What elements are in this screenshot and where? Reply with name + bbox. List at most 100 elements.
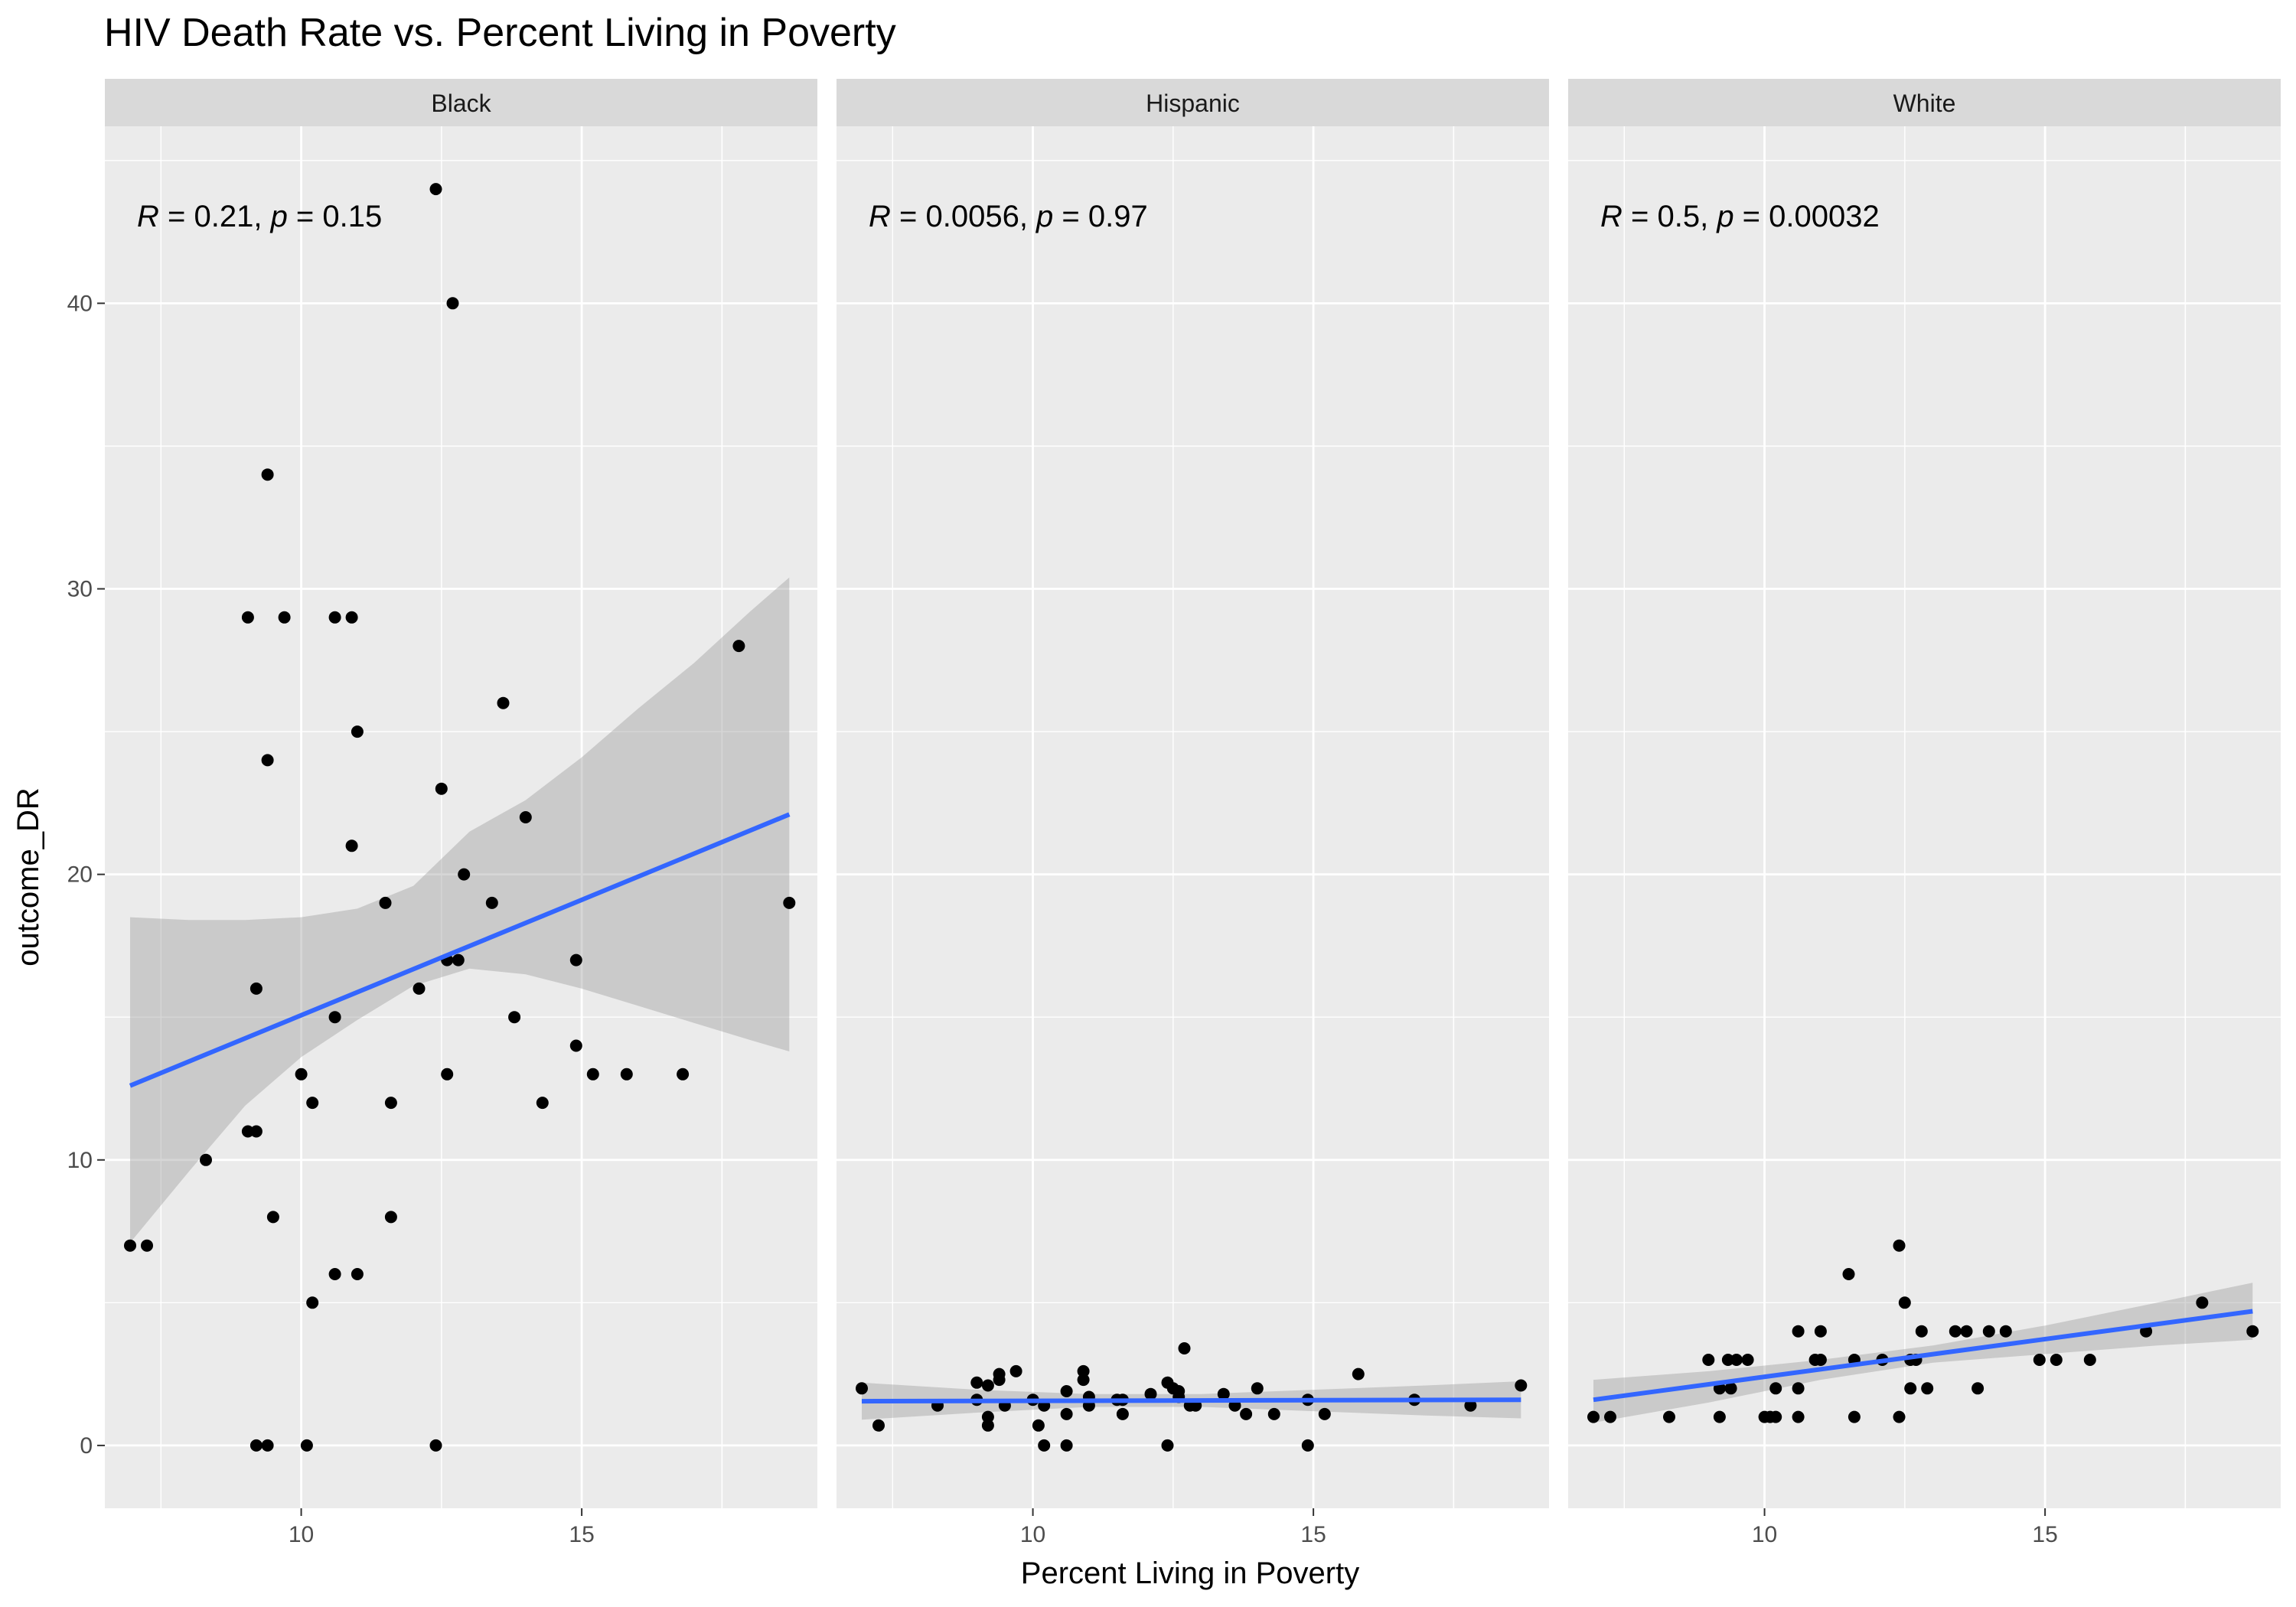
data-point [1116, 1407, 1129, 1420]
data-point [508, 1011, 521, 1024]
data-point [1161, 1439, 1174, 1452]
data-point [981, 1410, 994, 1423]
data-point [441, 1068, 454, 1081]
facet-hispanic: Hispanic R = 0.0056, p = 0.97 10 15 [837, 79, 1549, 1547]
data-point [981, 1379, 994, 1392]
facet-black: Black R = 0.21, p = 0.15 10 15 0 10 20 30 40 [67, 79, 817, 1547]
data-point [413, 982, 426, 995]
data-point [1318, 1407, 1331, 1420]
facet-white: White R = 0.5, p = 0.00032 10 15 [1568, 79, 2281, 1547]
annotation-p-symbol: p [1035, 200, 1053, 233]
data-point [2083, 1354, 2096, 1366]
data-point [1904, 1382, 1917, 1395]
data-point [1792, 1410, 1805, 1423]
data-point [328, 1268, 341, 1280]
data-point [200, 1153, 212, 1166]
data-point [345, 611, 358, 624]
data-point [1893, 1410, 1906, 1423]
facet-strip [1568, 79, 2281, 126]
annotation-r-value: = 0.0056, [891, 200, 1036, 233]
data-point [1893, 1239, 1906, 1252]
data-point [261, 468, 274, 481]
data-point [497, 696, 510, 709]
confidence-band [1593, 1283, 2253, 1423]
facet-strip-label: White [1893, 90, 1956, 117]
data-point [351, 1268, 364, 1280]
y-tick-label: 30 [67, 576, 93, 601]
facets: Black R = 0.21, p = 0.15 10 15 0 10 20 30 40 Hisp… [67, 79, 2281, 1547]
annotation-p-value: = 0.15 [288, 200, 382, 233]
data-point [677, 1068, 690, 1081]
data-point [519, 811, 532, 823]
data-point [1814, 1354, 1827, 1366]
data-point [783, 896, 796, 909]
facet-strip [837, 79, 1549, 126]
data-point [1515, 1379, 1528, 1392]
y-tick-label: 40 [67, 291, 93, 316]
data-point [384, 1097, 397, 1110]
annotation-p-value: = 0.97 [1053, 200, 1147, 233]
data-point [278, 611, 291, 624]
data-point [536, 1097, 549, 1110]
annotation-p-value: = 0.00032 [1734, 200, 1880, 233]
data-point [261, 1439, 274, 1452]
data-point [295, 1068, 308, 1081]
data-point [241, 1125, 254, 1138]
facet-strip-label: Black [431, 90, 491, 117]
data-point [446, 297, 459, 310]
panel-background [837, 126, 1549, 1508]
data-point [993, 1367, 1006, 1380]
data-point [1060, 1439, 1073, 1452]
data-point [384, 1211, 397, 1224]
y-tick-label: 10 [67, 1148, 93, 1173]
data-point [1178, 1342, 1191, 1354]
data-point [1769, 1410, 1782, 1423]
data-point [1730, 1354, 1743, 1366]
data-point [1032, 1419, 1045, 1432]
data-point [1999, 1325, 2012, 1338]
x-tick-label: 15 [569, 1522, 594, 1547]
panel-background [1568, 126, 2281, 1508]
data-point [1604, 1410, 1616, 1423]
data-point [620, 1068, 633, 1081]
data-point [569, 1039, 582, 1052]
data-point [306, 1097, 319, 1110]
data-point [1352, 1367, 1365, 1380]
data-point [1792, 1325, 1805, 1338]
annotation-r-value: = 0.21, [159, 200, 271, 233]
data-point [1038, 1439, 1051, 1452]
correlation-annotation: R = 0.0056, p = 0.97 [869, 200, 1148, 233]
data-point [249, 982, 263, 995]
annotation-r-value: = 0.5, [1623, 200, 1717, 233]
data-point [1251, 1382, 1264, 1395]
data-point [328, 1011, 341, 1024]
data-point [1724, 1382, 1737, 1395]
data-point [1949, 1325, 1962, 1338]
data-point [1814, 1325, 1827, 1338]
facet-strip-label: Hispanic [1146, 90, 1240, 117]
chart-title: HIV Death Rate vs. Percent Living in Pov… [104, 11, 896, 55]
data-point [379, 896, 392, 909]
y-tick-label: 0 [80, 1433, 93, 1459]
annotation-r-symbol: R [1600, 200, 1623, 233]
annotation-r-symbol: R [137, 200, 159, 233]
data-point [1898, 1296, 1911, 1309]
correlation-annotation: R = 0.21, p = 0.15 [137, 200, 382, 233]
annotation-p-symbol: p [1716, 200, 1733, 233]
data-point [300, 1439, 313, 1452]
data-point [266, 1211, 279, 1224]
data-point [249, 1125, 263, 1138]
data-point [452, 953, 465, 966]
confidence-band [130, 577, 790, 1243]
data-point [141, 1239, 153, 1252]
y-tick-label: 20 [67, 862, 93, 888]
data-point [1587, 1410, 1600, 1423]
data-point [1982, 1325, 1995, 1338]
x-tick-label: 10 [289, 1522, 314, 1547]
data-point [1702, 1354, 1715, 1366]
regression-line [1593, 1309, 2253, 1403]
annotation-p-symbol: p [270, 200, 288, 233]
data-point [1077, 1374, 1090, 1387]
data-point [1915, 1325, 1928, 1338]
